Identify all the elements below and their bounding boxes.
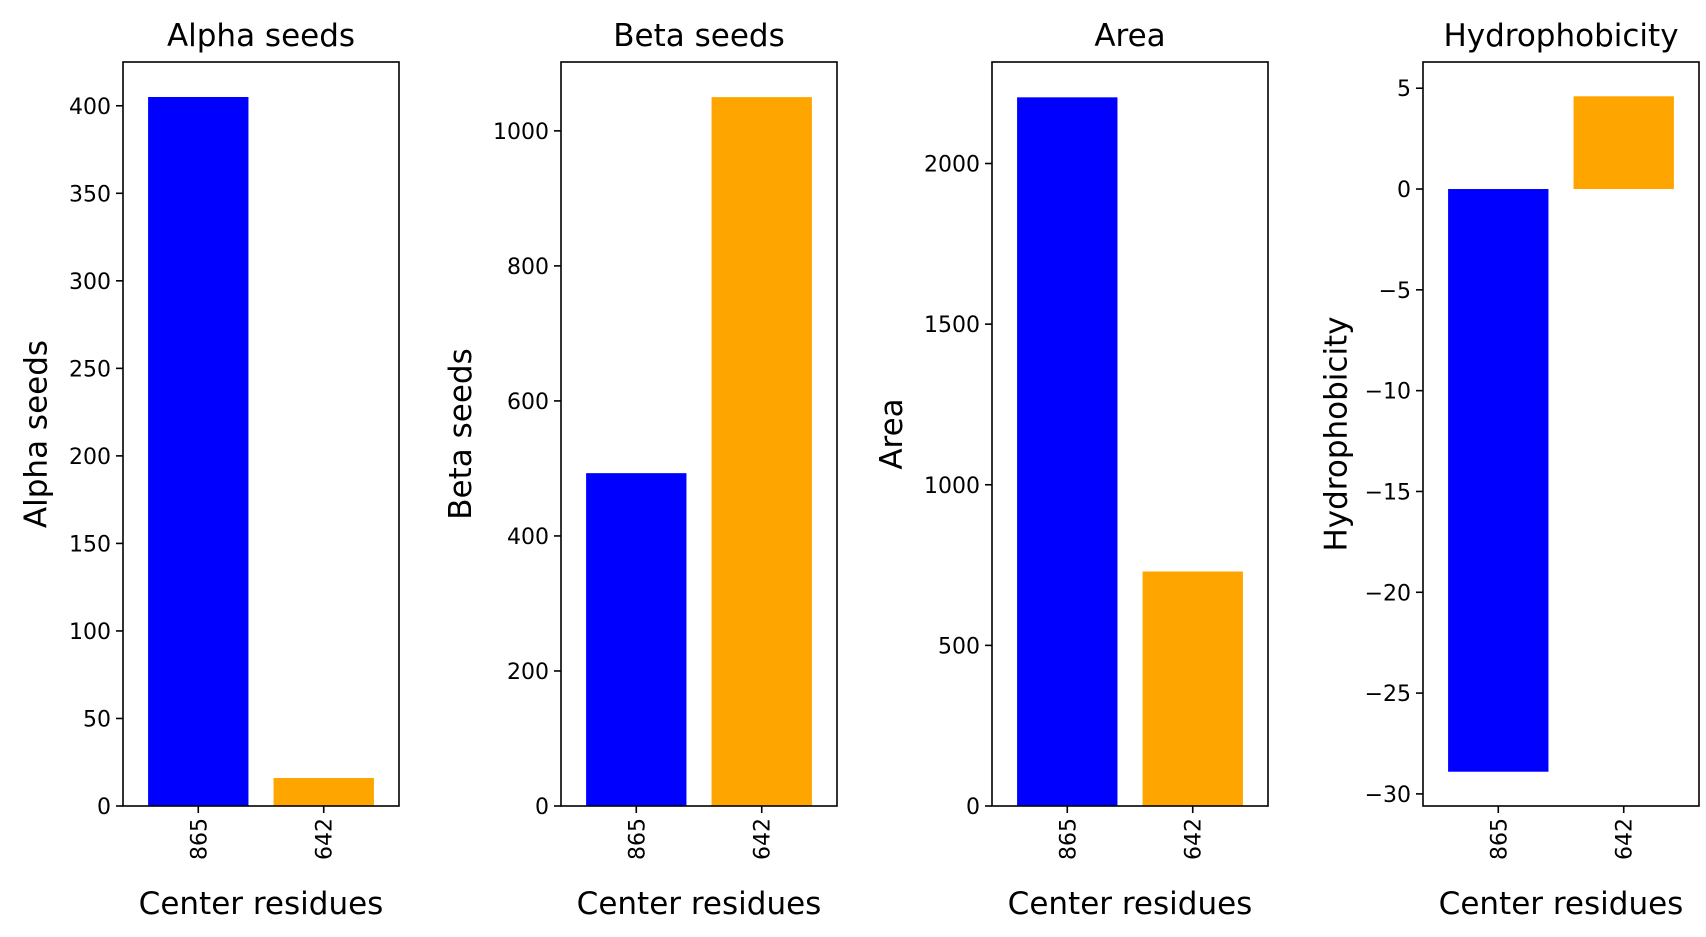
y-tick-label: 0	[966, 795, 980, 820]
bar-642	[273, 777, 374, 806]
y-tick-label: −25	[1365, 682, 1411, 707]
bar-642	[1573, 96, 1674, 190]
y-axis-label: Beta seeds	[443, 348, 479, 519]
y-tick-label: 1000	[924, 474, 980, 499]
y-tick-label: 350	[69, 182, 111, 207]
y-tick-label: 400	[507, 525, 549, 550]
x-axis-label: Center residues	[577, 886, 822, 922]
subplot-title: Area	[1094, 18, 1165, 54]
y-tick-label: 5	[1397, 77, 1411, 102]
subplot-4: −30 −25 −20 −15 −10 −5 0 5 865 642 Hydrophobicity C…	[1319, 18, 1700, 922]
y-tick-label: 500	[938, 634, 980, 659]
y-tick-label: 50	[83, 707, 111, 732]
y-tick-label: 1500	[924, 313, 980, 338]
y-tick-label: −20	[1365, 581, 1411, 606]
subplot-title: Hydrophobicity	[1443, 18, 1678, 54]
bar-865	[1017, 97, 1118, 806]
y-tick-label: 800	[507, 255, 549, 280]
plot-frame	[1422, 61, 1700, 807]
y-tick-label: 600	[507, 390, 549, 415]
y-tick-label: 1000	[493, 120, 549, 145]
y-tick-label: 0	[1397, 178, 1411, 203]
subplot-3: 0 500 1000 1500 2000 865 642 Area Center residue…	[874, 18, 1269, 922]
y-tick-label: 150	[69, 532, 111, 557]
x-tick-label: 865	[1487, 818, 1512, 860]
y-tick-label: 2000	[924, 153, 980, 178]
bar-642	[711, 97, 812, 807]
x-tick-label: 865	[187, 818, 212, 860]
y-tick-label: 0	[97, 795, 111, 820]
x-tick-label: 642	[1613, 818, 1638, 860]
plot-frame	[560, 61, 838, 807]
y-axis-label: Alpha seeds	[19, 340, 55, 528]
subplot-title: Alpha seeds	[167, 18, 355, 54]
bar-865	[586, 473, 687, 806]
subplot-title: Beta seeds	[613, 18, 784, 54]
x-tick-label: 642	[751, 818, 776, 860]
y-tick-label: 300	[69, 270, 111, 295]
x-tick-label: 642	[313, 818, 338, 860]
y-tick-label: 0	[535, 795, 549, 820]
y-tick-label: −10	[1365, 380, 1411, 405]
y-tick-label: 100	[69, 620, 111, 645]
plot-frame	[991, 61, 1269, 807]
y-tick-label: −30	[1365, 783, 1411, 808]
x-tick-label: 642	[1182, 818, 1207, 860]
x-axis-label: Center residues	[139, 886, 384, 922]
bar-642	[1142, 571, 1243, 806]
x-tick-label: 865	[1056, 818, 1081, 860]
bar-865	[1448, 189, 1549, 772]
y-tick-label: −5	[1379, 279, 1411, 304]
y-tick-label: 200	[507, 660, 549, 685]
y-axis-label: Hydrophobicity	[1319, 316, 1355, 551]
x-axis-label: Center residues	[1008, 886, 1253, 922]
plot-frame	[122, 61, 400, 807]
y-tick-label: −15	[1365, 480, 1411, 505]
y-tick-label: 250	[69, 357, 111, 382]
subplot-2: 0 200 400 600 800 1000 865 642 Beta seeds Center …	[443, 18, 838, 922]
x-tick-label: 865	[625, 818, 650, 860]
y-axis-label: Area	[874, 398, 910, 469]
y-tick-label: 400	[69, 95, 111, 120]
bar-865	[148, 97, 249, 806]
y-tick-label: 200	[69, 445, 111, 470]
subplot-1: 0 50 100 150 200 250 300 350 400 865 642 Alpha seed…	[19, 18, 400, 922]
x-axis-label: Center residues	[1439, 886, 1684, 922]
